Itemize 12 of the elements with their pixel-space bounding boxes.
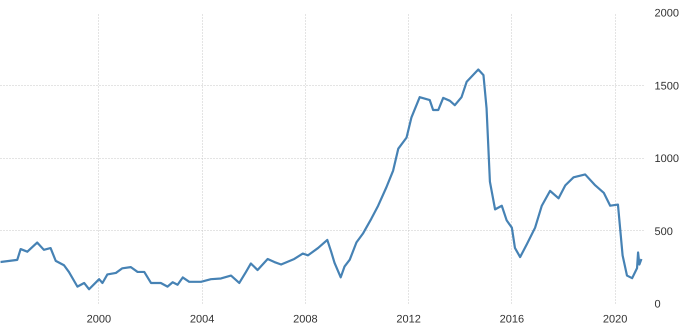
y-tick-label: 0 <box>654 298 661 310</box>
y-tick-label: 2000 <box>654 8 679 20</box>
y-tick-label: 500 <box>654 226 673 238</box>
x-tick-label: 2000 <box>86 314 112 326</box>
x-tick-label: 2020 <box>602 314 628 326</box>
x-tick-label: 2012 <box>396 314 421 326</box>
y-tick-label: 1500 <box>654 80 679 92</box>
x-tick-label: 2008 <box>293 314 318 326</box>
line-series <box>0 68 643 290</box>
x-tick-label: 2004 <box>190 314 214 326</box>
y-tick-label: 1000 <box>654 153 679 165</box>
x-tick-label: 2016 <box>500 314 524 326</box>
